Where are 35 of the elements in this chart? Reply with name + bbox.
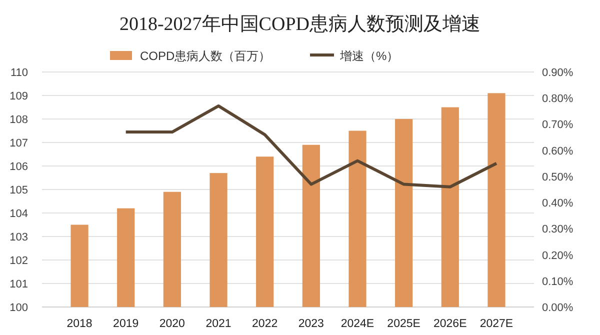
y2-tick-label: 0.70% bbox=[542, 119, 574, 132]
x-tick-label: 2019 bbox=[113, 318, 139, 330]
y2-tick-label: 0.50% bbox=[542, 171, 574, 184]
y-tick-label: 108 bbox=[10, 114, 28, 126]
y-tick-label: 101 bbox=[10, 278, 28, 290]
y-tick-label: 107 bbox=[10, 138, 28, 150]
x-tick-label: 2018 bbox=[66, 318, 92, 330]
legend-label: 增速（%） bbox=[339, 49, 399, 63]
x-tick-label: 2026E bbox=[434, 318, 468, 330]
y2-tick-label: 0.80% bbox=[542, 93, 574, 106]
y2-tick-label: 0.40% bbox=[542, 198, 574, 210]
x-tick-label: 2025E bbox=[387, 318, 421, 330]
y-tick-label: 102 bbox=[10, 255, 28, 267]
line-series bbox=[124, 104, 498, 188]
y2-tick-label: 0.10% bbox=[542, 276, 574, 288]
y-tick-label: 100 bbox=[10, 302, 28, 314]
y2-tick-label: 0.20% bbox=[542, 250, 574, 262]
x-tick-label: 2022 bbox=[252, 318, 278, 330]
y-tick-label: 110 bbox=[10, 67, 28, 79]
y-tick-label: 109 bbox=[10, 90, 28, 102]
y2-tick-label: 0.00% bbox=[542, 302, 574, 314]
x-tick-label: 2027E bbox=[480, 318, 514, 330]
y-tick-label: 103 bbox=[10, 232, 28, 244]
x-tick-label: 2021 bbox=[206, 318, 232, 330]
y-tick-label: 106 bbox=[10, 161, 28, 173]
chart-title: 2018-2027年中国COPD患病人数预测及增速 bbox=[119, 14, 481, 35]
x-tick-label: 2024E bbox=[340, 318, 374, 330]
x-tick-label: 2023 bbox=[298, 318, 324, 330]
y2-tick-label: 0.30% bbox=[542, 224, 574, 236]
y-tick-label: 105 bbox=[10, 184, 28, 196]
legend-label: COPD患病人数（百万） bbox=[140, 49, 271, 63]
y2-tick-label: 0.90% bbox=[542, 67, 574, 79]
x-tick-label: 2020 bbox=[159, 318, 185, 330]
y-tick-label: 104 bbox=[10, 208, 28, 220]
y2-tick-label: 0.60% bbox=[542, 145, 574, 158]
